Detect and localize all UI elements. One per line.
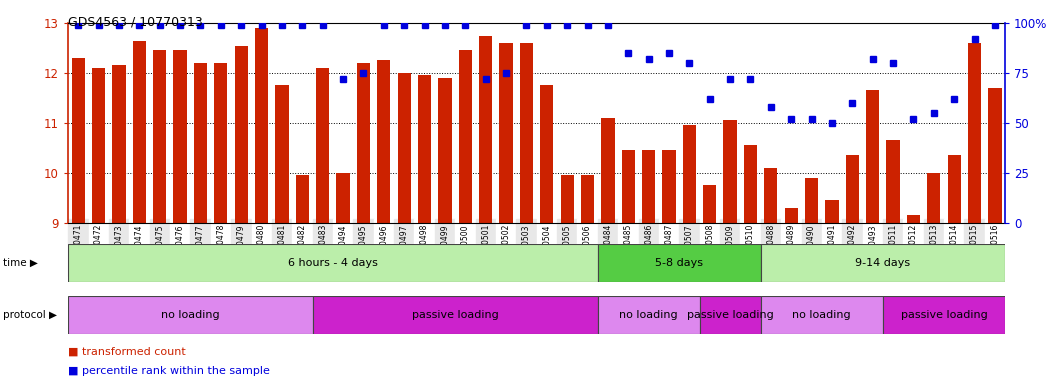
Text: passive loading: passive loading: [411, 310, 498, 320]
Bar: [761, 296, 883, 334]
Bar: [235, 46, 248, 223]
Bar: [825, 200, 839, 223]
Bar: [499, 43, 513, 223]
Bar: [642, 151, 655, 223]
Bar: [704, 185, 716, 223]
Bar: [764, 168, 778, 223]
Bar: [723, 121, 737, 223]
Text: 6 hours - 4 days: 6 hours - 4 days: [288, 258, 378, 268]
Bar: [377, 61, 391, 223]
Text: passive loading: passive loading: [900, 310, 987, 320]
Bar: [883, 296, 1005, 334]
Bar: [663, 151, 675, 223]
Bar: [255, 28, 268, 223]
Bar: [887, 141, 899, 223]
Bar: [967, 43, 981, 223]
Bar: [357, 63, 370, 223]
Text: 5-8 days: 5-8 days: [655, 258, 704, 268]
Text: no loading: no loading: [793, 310, 851, 320]
Bar: [601, 118, 615, 223]
Bar: [312, 296, 598, 334]
Text: GDS4563 / 10770313: GDS4563 / 10770313: [68, 15, 203, 28]
Bar: [598, 244, 761, 282]
Bar: [928, 173, 940, 223]
Bar: [988, 88, 1002, 223]
Text: ■ percentile rank within the sample: ■ percentile rank within the sample: [68, 366, 270, 376]
Bar: [295, 175, 309, 223]
Bar: [761, 244, 1005, 282]
Bar: [68, 296, 312, 334]
Bar: [275, 86, 289, 223]
Bar: [71, 58, 85, 223]
Bar: [68, 244, 598, 282]
Bar: [805, 178, 818, 223]
Text: no loading: no loading: [161, 310, 220, 320]
Bar: [215, 63, 227, 223]
Bar: [948, 156, 961, 223]
Bar: [112, 66, 126, 223]
Bar: [622, 151, 634, 223]
Bar: [316, 68, 330, 223]
Bar: [92, 68, 106, 223]
Bar: [174, 51, 186, 223]
Text: time ▶: time ▶: [3, 258, 38, 268]
Text: no loading: no loading: [620, 310, 678, 320]
Bar: [336, 173, 350, 223]
Bar: [540, 86, 554, 223]
Bar: [418, 76, 431, 223]
Bar: [480, 36, 492, 223]
Text: protocol ▶: protocol ▶: [3, 310, 58, 320]
Bar: [743, 146, 757, 223]
Bar: [699, 296, 761, 334]
Bar: [866, 91, 879, 223]
Bar: [581, 175, 594, 223]
Bar: [598, 296, 699, 334]
Text: passive loading: passive loading: [687, 310, 774, 320]
Bar: [133, 41, 146, 223]
Bar: [683, 126, 696, 223]
Bar: [846, 156, 859, 223]
Bar: [153, 51, 166, 223]
Text: 9-14 days: 9-14 days: [855, 258, 911, 268]
Bar: [439, 78, 451, 223]
Bar: [194, 63, 207, 223]
Bar: [560, 175, 574, 223]
Bar: [907, 215, 920, 223]
Text: ■ transformed count: ■ transformed count: [68, 347, 185, 357]
Bar: [784, 208, 798, 223]
Bar: [398, 73, 410, 223]
Bar: [519, 43, 533, 223]
Bar: [459, 51, 472, 223]
